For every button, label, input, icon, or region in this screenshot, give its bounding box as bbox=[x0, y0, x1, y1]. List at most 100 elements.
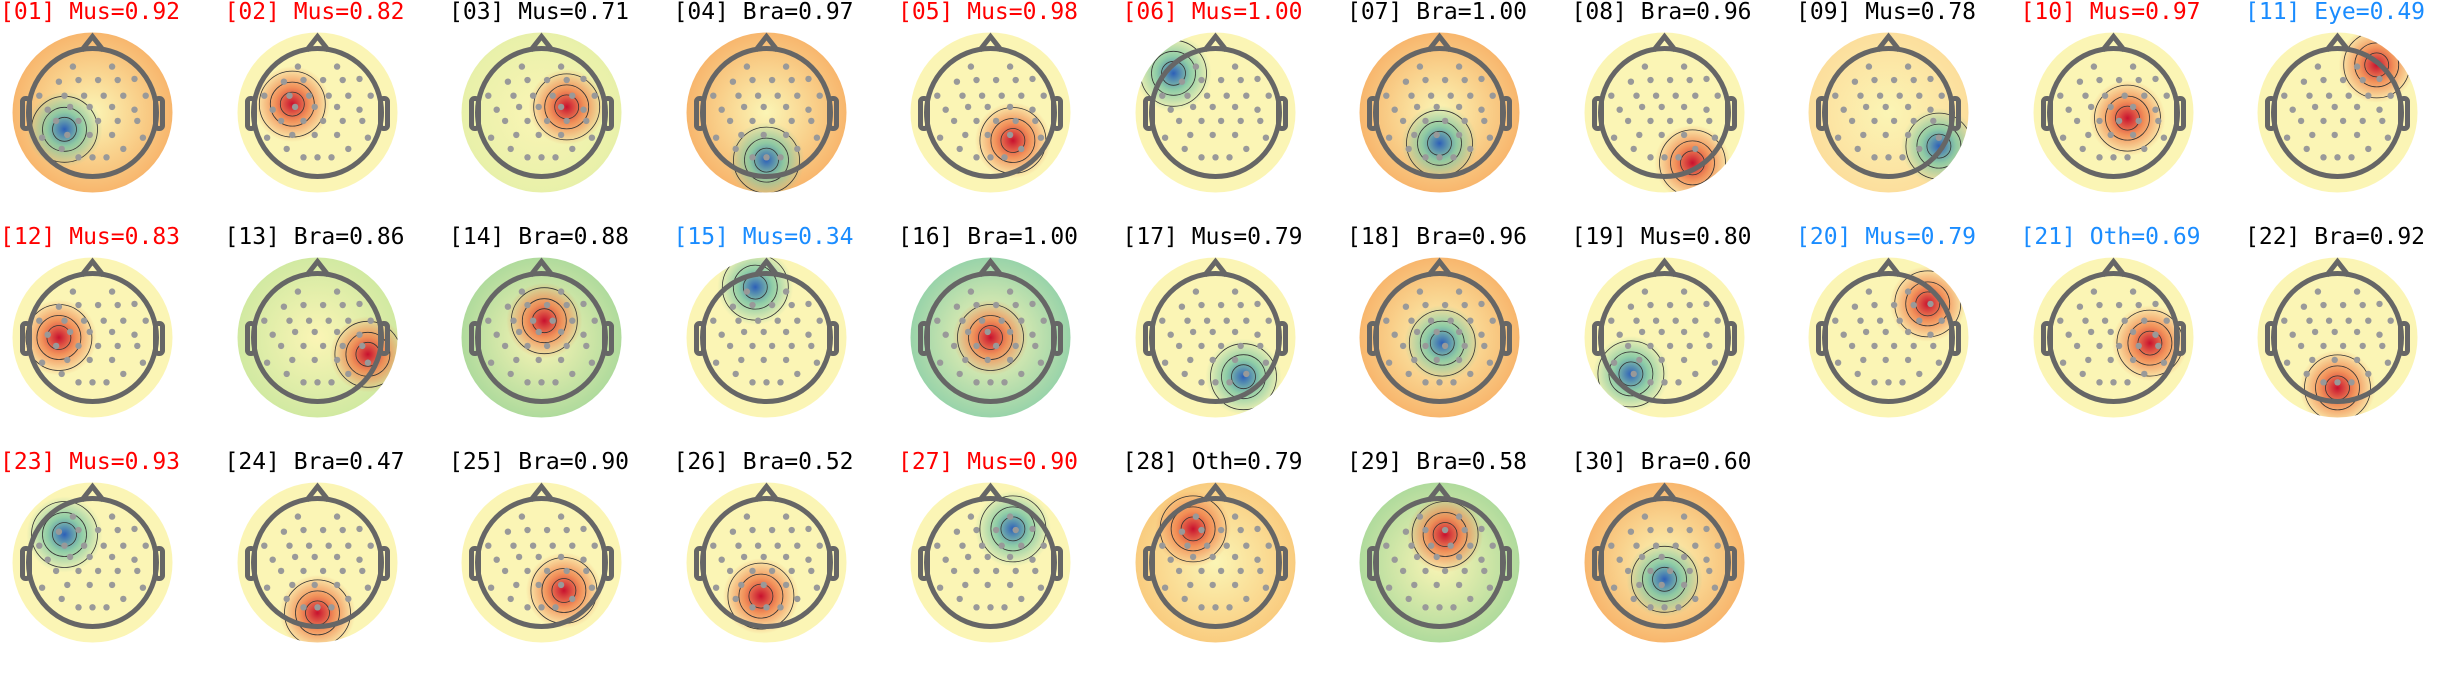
electrode-dot bbox=[950, 117, 958, 125]
electrode-dot bbox=[2353, 288, 2361, 295]
electrode-dot bbox=[1029, 75, 1036, 83]
electrode-dot bbox=[1658, 131, 1665, 139]
electrode-dot bbox=[748, 379, 756, 386]
component-label: [16] Bra=1.00 bbox=[898, 224, 1079, 250]
electrode-dot bbox=[1832, 317, 1839, 324]
electrode-dot bbox=[1890, 301, 1898, 309]
electrode-dot bbox=[487, 584, 495, 591]
electrode-dot bbox=[311, 356, 318, 364]
electrode-dot bbox=[108, 103, 116, 111]
electrode-dot bbox=[524, 76, 531, 84]
electrode-dot bbox=[1904, 63, 1912, 70]
electrode-dot bbox=[1450, 604, 1457, 611]
electrode-dot bbox=[2123, 379, 2131, 386]
electrode-dot bbox=[2135, 342, 2142, 350]
electrode-dot bbox=[1209, 356, 1216, 364]
electrode-dot bbox=[1702, 75, 1710, 83]
electrode-dot bbox=[94, 117, 102, 125]
topomap bbox=[461, 482, 622, 643]
electrode-dot bbox=[1217, 567, 1224, 575]
electrode-dot bbox=[1265, 317, 1272, 324]
electrode-dot bbox=[2384, 134, 2392, 141]
electrode-dot bbox=[69, 288, 77, 295]
electrode-dot bbox=[2281, 317, 2288, 324]
electrode-dot bbox=[280, 303, 287, 310]
electrode-dot bbox=[2140, 317, 2147, 324]
electrode-dot bbox=[557, 131, 565, 139]
electrode-dot bbox=[1467, 542, 1474, 549]
electrode-dot bbox=[1242, 370, 1249, 378]
electrode-dot bbox=[2056, 317, 2063, 324]
electrode-dot bbox=[288, 131, 295, 139]
electrode-dot bbox=[973, 379, 980, 386]
electrode-dot bbox=[1223, 542, 1230, 549]
component-label: [22] Bra=0.92 bbox=[2245, 224, 2426, 250]
electrode-dot bbox=[1630, 145, 1637, 153]
electrode-dot bbox=[748, 604, 756, 611]
electrode-dot bbox=[2107, 328, 2114, 336]
electrode-dot bbox=[355, 300, 363, 308]
electrode-dot bbox=[774, 317, 781, 324]
electrode-dot bbox=[762, 604, 770, 611]
electrode-dot bbox=[1405, 370, 1412, 378]
electrode-dot bbox=[1871, 117, 1878, 125]
electrode-dot bbox=[1607, 92, 1614, 99]
electrode-dot bbox=[1447, 542, 1454, 549]
electrode-dot bbox=[1840, 331, 1847, 338]
electrode-dot bbox=[367, 92, 374, 99]
electrode-dot bbox=[108, 63, 116, 70]
electrode-dot bbox=[1489, 92, 1496, 99]
electrode-dot bbox=[1262, 134, 1269, 141]
electrode-dot bbox=[973, 301, 980, 309]
electrode-dot bbox=[1630, 370, 1637, 378]
electrode-dot bbox=[1840, 106, 1847, 113]
electrode-dot bbox=[1635, 131, 1642, 139]
electrode-dot bbox=[280, 78, 287, 85]
electrode-dot bbox=[1627, 78, 1634, 85]
electrode-dot bbox=[740, 553, 747, 561]
electrode-dot bbox=[2339, 301, 2347, 309]
component-label: [08] Bra=0.96 bbox=[1571, 0, 1752, 25]
component-cell: [22] Bra=0.92 bbox=[2245, 224, 2438, 450]
head-outline bbox=[2265, 32, 2410, 179]
electrode-dot bbox=[1189, 553, 1196, 561]
electrode-dot bbox=[549, 317, 556, 324]
topomap bbox=[686, 482, 846, 643]
electrode-dot bbox=[524, 567, 531, 575]
electrode-dot bbox=[1411, 356, 1418, 364]
electrode-dot bbox=[569, 542, 576, 549]
electrode-dot bbox=[1860, 131, 1867, 139]
electrode-dot bbox=[2309, 131, 2316, 139]
electrode-dot bbox=[2320, 117, 2327, 125]
electrode-dot bbox=[327, 154, 335, 161]
electrode-dot bbox=[1402, 78, 1410, 85]
electrode-dot bbox=[740, 328, 747, 336]
electrode-dot bbox=[1040, 92, 1047, 99]
electrode-dot bbox=[2076, 303, 2083, 310]
electrode-dot bbox=[1385, 359, 1393, 366]
electrode-dot bbox=[782, 103, 789, 111]
electrode-dot bbox=[139, 134, 147, 141]
electrode-dot bbox=[485, 317, 492, 324]
electrode-dot bbox=[52, 342, 60, 350]
electrode-dot bbox=[580, 331, 587, 338]
component-label: [26] Bra=0.52 bbox=[673, 449, 854, 475]
electrode-dot bbox=[487, 134, 495, 141]
electrode-dot bbox=[75, 342, 82, 350]
electrode-dot bbox=[1001, 154, 1008, 161]
electrode-dot bbox=[1223, 92, 1230, 99]
electrode-dot bbox=[1385, 584, 1393, 591]
electrode-dot bbox=[1624, 567, 1631, 575]
electrode-dot bbox=[311, 553, 318, 561]
electrode-dot bbox=[294, 513, 301, 520]
head-outline bbox=[469, 32, 614, 179]
electrode-dot bbox=[984, 103, 991, 111]
head-outline bbox=[1142, 257, 1288, 404]
electrode-dot bbox=[1691, 317, 1698, 324]
electrode-dot bbox=[1422, 117, 1429, 125]
electrode-dot bbox=[1890, 342, 1898, 350]
electrode-dot bbox=[804, 331, 812, 338]
electrode-dot bbox=[1256, 117, 1263, 125]
electrode-dot bbox=[934, 542, 941, 549]
electrode-dot bbox=[1183, 317, 1191, 324]
